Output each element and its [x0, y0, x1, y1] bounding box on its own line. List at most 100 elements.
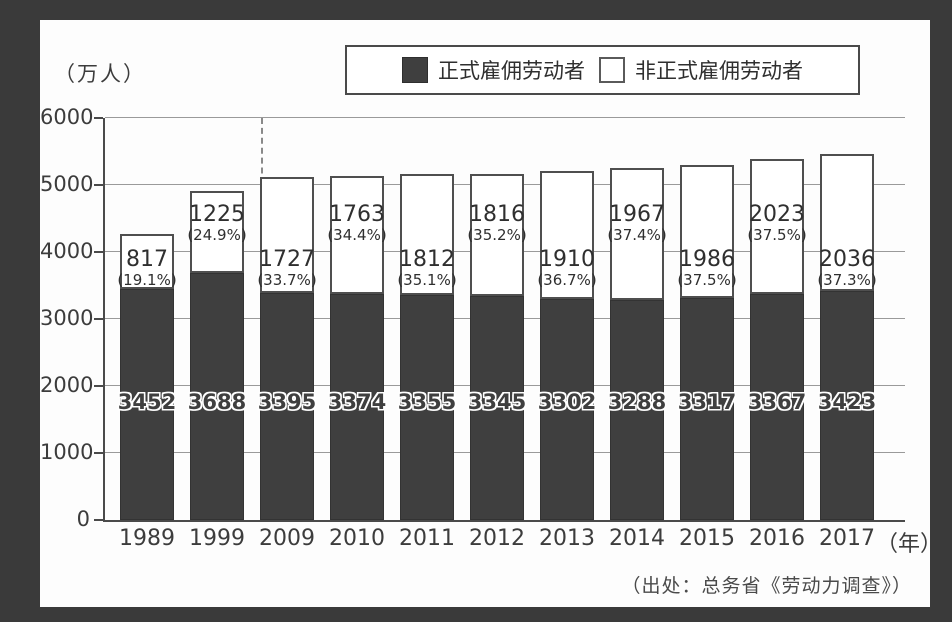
nonregular-percent: (35.1%)	[397, 271, 457, 289]
nonregular-value: 1812	[399, 247, 455, 272]
bar-regular-segment	[540, 298, 594, 520]
nonregular-value: 1727	[259, 247, 315, 272]
nonregular-value: 1816	[469, 202, 525, 227]
nonregular-percent: (35.2%)	[467, 226, 527, 244]
y-tick-label-2000: 2000	[40, 373, 94, 397]
bar-nonregular-value-label: 1763 (34.4%)	[300, 203, 414, 244]
nonregular-value: 1967	[609, 202, 665, 227]
x-tick-label-2011: 2011	[399, 526, 455, 551]
x-tick-label-1999: 1999	[189, 526, 245, 551]
bar-nonregular-segment	[750, 158, 804, 295]
source-note: （出处：总务省《劳动力调查》）	[621, 575, 912, 597]
nonregular-percent: (37.5%)	[747, 226, 807, 244]
chart-panel: （万人） 正式雇佣劳动者 非正式雇佣劳动者 3452 817 (19.1%) 3688…	[40, 20, 942, 607]
y-tick-mark-2000	[94, 385, 103, 387]
nonregular-percent: (36.7%)	[537, 271, 597, 289]
bar-regular-segment	[680, 297, 734, 520]
bar-nonregular-segment	[540, 170, 594, 299]
bar-nonregular-segment	[820, 154, 874, 291]
bar-regular-value-label: 3302	[537, 390, 597, 414]
bar-regular-value-label: 3367	[747, 390, 807, 414]
y-tick-mark-5000	[94, 184, 103, 186]
nonregular-value: 817	[126, 247, 168, 272]
nonregular-value: 2023	[749, 202, 805, 227]
nonregular-percent: (24.9%)	[187, 226, 247, 244]
bar-regular-value-label: 3374	[327, 390, 387, 414]
y-tick-mark-6000	[94, 117, 103, 119]
bar-regular-value-label: 3345	[467, 390, 527, 414]
bar-nonregular-value-label: 1225 (24.9%)	[160, 203, 274, 244]
y-tick-mark-4000	[94, 251, 103, 253]
bar-nonregular-value-label: 2023 (37.5%)	[720, 203, 834, 244]
bar-nonregular-value-label: 1816 (35.2%)	[440, 203, 554, 244]
x-tick-label-2010: 2010	[329, 526, 385, 551]
bar-nonregular-segment	[680, 164, 734, 298]
bar-regular-segment	[820, 290, 874, 520]
x-tick-label-2014: 2014	[609, 526, 665, 551]
nonregular-percent: (34.4%)	[327, 226, 387, 244]
bar-nonregular-segment	[120, 233, 174, 289]
nonregular-percent: (37.4%)	[607, 226, 667, 244]
bar-nonregular-value-label: 1727 (33.7%)	[230, 248, 344, 289]
bar-regular-segment	[750, 294, 804, 520]
nonregular-percent: (33.7%)	[257, 271, 317, 289]
bar-nonregular-segment	[190, 190, 244, 273]
bar-regular-segment	[610, 299, 664, 520]
bar-nonregular-segment	[260, 176, 314, 293]
y-tick-label-0: 0	[76, 507, 90, 531]
y-tick-mark-3000	[94, 318, 103, 320]
bar-regular-value-label: 3355	[397, 390, 457, 414]
bar-regular-value-label: 3288	[607, 390, 667, 414]
bar-nonregular-value-label: 817 (19.1%)	[90, 248, 204, 289]
bar-nonregular-value-label: 1967 (37.4%)	[580, 203, 694, 244]
bar-regular-value-label: 3317	[677, 390, 737, 414]
bar-regular-segment	[260, 292, 314, 520]
legend-label-nonregular: 非正式雇佣劳动者	[635, 59, 803, 83]
gridline-6000	[105, 117, 905, 118]
bar-nonregular-value-label: 1812 (35.1%)	[370, 248, 484, 289]
nonregular-percent: (37.3%)	[817, 271, 877, 289]
y-tick-label-5000: 5000	[40, 172, 94, 196]
plot-area: 3452 817 (19.1%) 3688 1225 (24.9%) 3395 1727 (33…	[103, 117, 905, 522]
bar-nonregular-value-label: 2036 (37.3%)	[790, 248, 904, 289]
bar-nonregular-segment	[610, 167, 664, 300]
nonregular-value: 2036	[819, 247, 875, 272]
x-tick-label-2016: 2016	[749, 526, 805, 551]
nonregular-value: 1763	[329, 202, 385, 227]
x-tick-label-2013: 2013	[539, 526, 595, 551]
bar-regular-value-label: 3688	[187, 390, 247, 414]
x-tick-label-2009: 2009	[259, 526, 315, 551]
legend-label-regular: 正式雇佣劳动者	[438, 59, 585, 83]
x-tick-label-2012: 2012	[469, 526, 525, 551]
nonregular-value: 1910	[539, 247, 595, 272]
nonregular-value: 1986	[679, 247, 735, 272]
legend: 正式雇佣劳动者 非正式雇佣劳动者	[345, 45, 860, 95]
bar-nonregular-segment	[330, 175, 384, 294]
bar-regular-value-label: 3452	[117, 390, 177, 414]
legend-item-nonregular: 非正式雇佣劳动者	[599, 55, 803, 85]
bar-regular-value-label: 3423	[817, 390, 877, 414]
x-tick-label-2015: 2015	[679, 526, 735, 551]
y-tick-mark-1000	[94, 452, 103, 454]
nonregular-percent: (37.5%)	[677, 271, 737, 289]
bar-regular-value-label: 3395	[257, 390, 317, 414]
bar-regular-segment	[190, 272, 244, 520]
y-tick-label-6000: 6000	[40, 105, 94, 129]
legend-swatch-regular-icon	[402, 57, 428, 83]
y-tick-label-4000: 4000	[40, 239, 94, 263]
bar-regular-segment	[400, 295, 454, 520]
bar-regular-segment	[330, 293, 384, 520]
y-axis-unit-label: （万人）	[54, 62, 146, 86]
nonregular-percent: (19.1%)	[117, 271, 177, 289]
legend-item-regular: 正式雇佣劳动者	[402, 55, 585, 85]
nonregular-value: 1225	[189, 202, 245, 227]
bar-nonregular-value-label: 1910 (36.7%)	[510, 248, 624, 289]
y-tick-label-3000: 3000	[40, 306, 94, 330]
y-axis-line	[103, 118, 105, 520]
bar-nonregular-value-label: 1986 (37.5%)	[650, 248, 764, 289]
bar-nonregular-segment	[400, 173, 454, 296]
x-tick-label-2017: 2017	[819, 526, 875, 551]
bar-regular-segment	[470, 295, 524, 520]
x-axis-unit-label: （年）	[876, 532, 943, 557]
bar-nonregular-segment	[470, 174, 524, 296]
